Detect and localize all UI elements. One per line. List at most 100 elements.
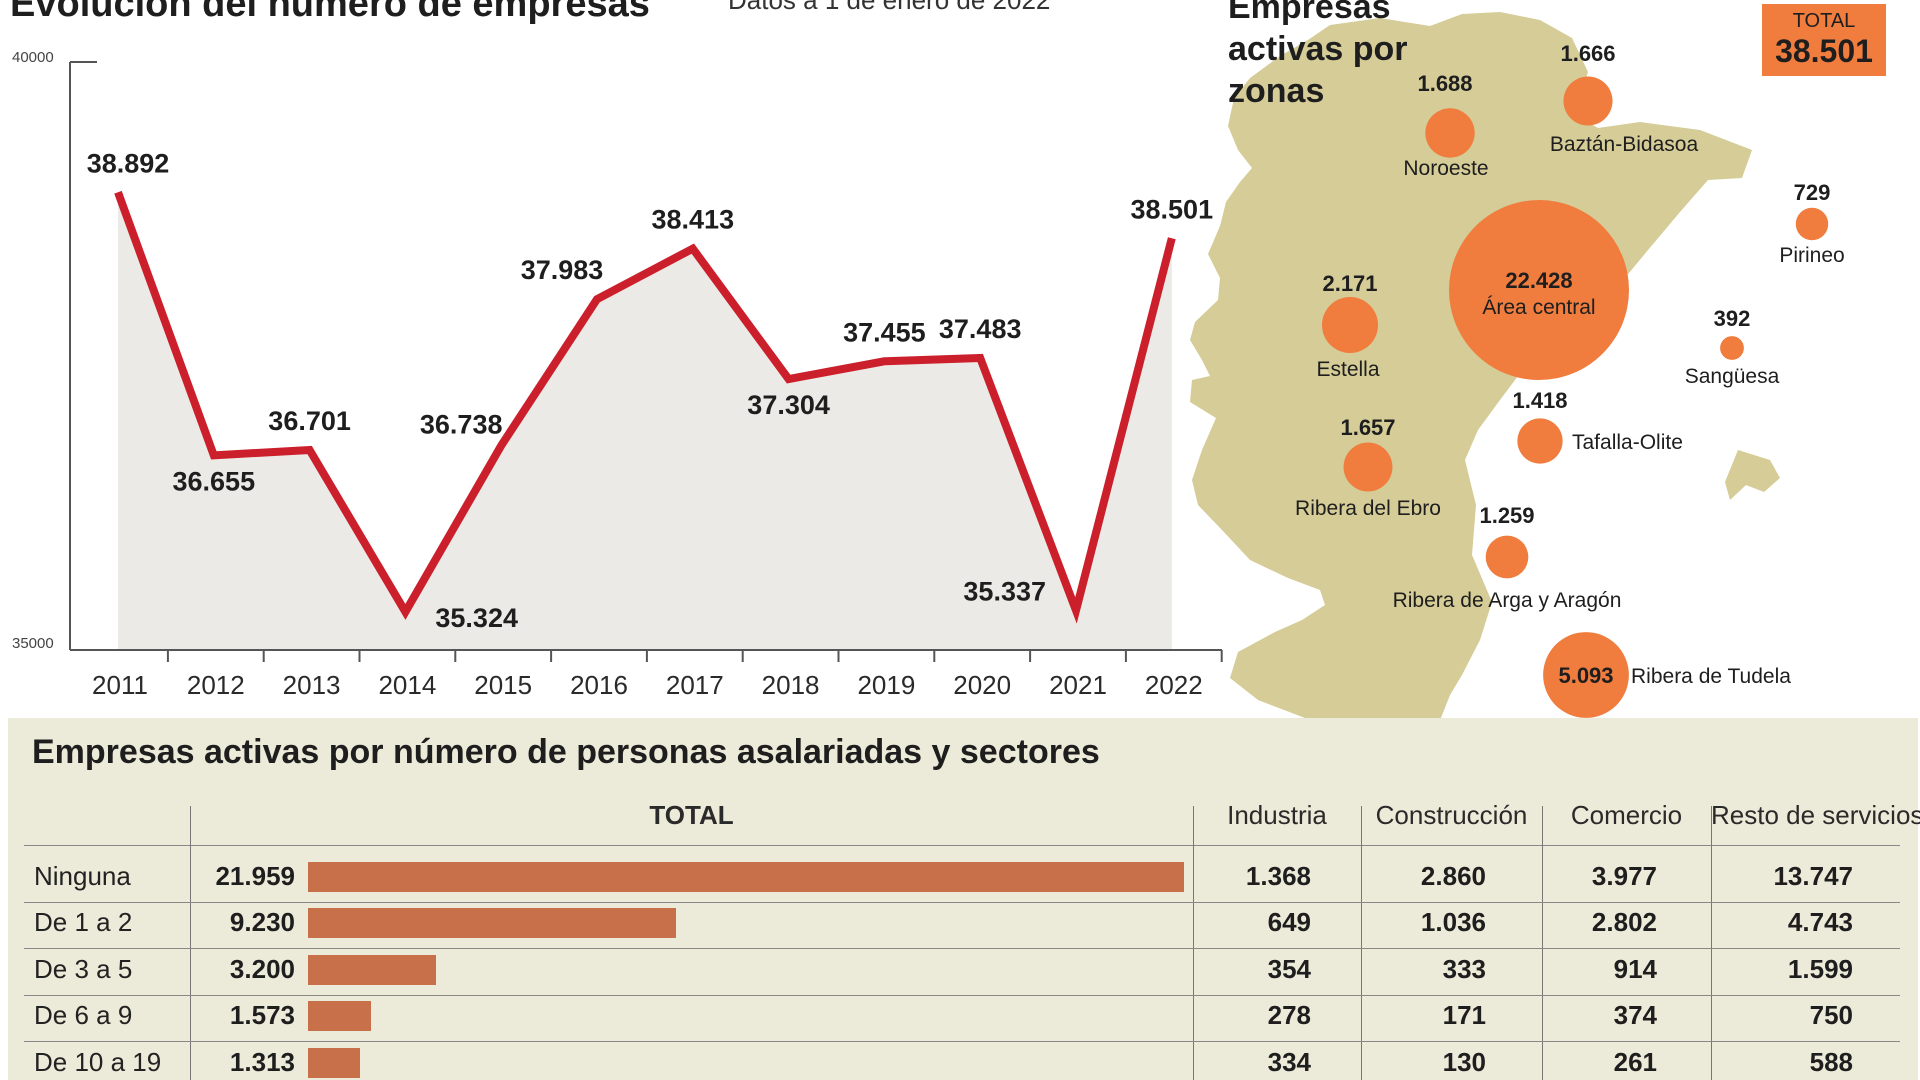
industria-cell: 354 [1267, 954, 1311, 984]
data-label: 37.455 [843, 317, 926, 347]
zone-bubble [1485, 535, 1529, 579]
x-tick-label: 2019 [857, 670, 915, 700]
construccion-cell: 2.860 [1420, 861, 1486, 891]
zone-name-label: Ribera de Tudela [1631, 665, 1791, 688]
table-col-divider [1193, 806, 1194, 1080]
x-tick-label: 2015 [474, 670, 532, 700]
x-tick-labels: 2011 2012 2013 2014 2015 2016 2017 2018 2019 2020… [92, 670, 1203, 700]
data-label: 38.501 [1131, 194, 1214, 224]
zone-value-label: 392 [1714, 306, 1751, 331]
table-title: Empresas activas por número de personas … [32, 733, 1100, 771]
resto-cell: 13.747 [1773, 861, 1853, 891]
total-bar [308, 1048, 361, 1078]
table-row-rule [24, 995, 1900, 996]
table-row-rule [24, 948, 1900, 949]
x-tick-label: 2020 [953, 670, 1011, 700]
zone-name-label: Ribera del Ebro [1295, 497, 1441, 520]
zones-map: 1.688 Noroeste 1.666 Baztán-Bidasoa 729 Pirin… [1190, 12, 1845, 720]
x-tick-label: 2016 [570, 670, 628, 700]
y-tick-label-min: 35000 [12, 635, 54, 652]
col-header-construccion: Construcción [1375, 800, 1528, 830]
row-label: Ninguna [34, 861, 131, 891]
zone-name-label: Área central [1482, 296, 1595, 319]
zone-name-label: Ribera de Arga y Aragón [1393, 589, 1622, 612]
total-label: TOTAL [1792, 10, 1856, 32]
data-label: 36.738 [420, 410, 503, 440]
total-cell: 1.313 [229, 1047, 295, 1077]
table-header-rule [24, 845, 1900, 846]
industria-cell: 1.368 [1245, 861, 1311, 891]
zone-bubble [1720, 336, 1744, 360]
x-tick-label: 2017 [666, 670, 724, 700]
industria-cell: 649 [1267, 907, 1311, 937]
comercio-cell: 3.977 [1591, 861, 1657, 891]
zone-value-label: 1.259 [1479, 503, 1534, 528]
table-row-rule [24, 902, 1900, 903]
construccion-cell: 333 [1442, 954, 1486, 984]
industria-cell: 278 [1267, 1000, 1311, 1030]
total-bar [308, 862, 1184, 892]
col-header-resto: Resto de servicios [1711, 800, 1920, 830]
zone-name-label: Estella [1316, 358, 1379, 381]
data-label: 38.892 [87, 148, 170, 178]
data-label: 38.413 [652, 205, 735, 235]
navarra-region-shape [1190, 12, 1752, 720]
zone-value-label: 22.428 [1505, 268, 1572, 293]
x-tick-label: 2022 [1145, 670, 1203, 700]
table-row-rule [24, 1041, 1900, 1042]
zone-name-label: Baztán-Bidasoa [1550, 133, 1699, 156]
col-header-total: TOTAL [649, 800, 734, 830]
table-col-divider [190, 806, 191, 1080]
zone-bubble [1795, 207, 1829, 241]
zone-value-label: 2.171 [1322, 271, 1377, 296]
zone-value-label: 729 [1794, 180, 1831, 205]
map-title: Empresas activas por zonas [1228, 0, 1408, 110]
total-cell: 21.959 [215, 861, 295, 891]
x-tick-label: 2011 [92, 670, 148, 700]
x-tick-label: 2013 [283, 670, 341, 700]
data-label: 35.337 [963, 576, 1046, 606]
chart-area-fill [118, 192, 1172, 651]
zone-value-label: 1.657 [1340, 415, 1395, 440]
data-label: 37.483 [939, 314, 1022, 344]
chart-subtitle: Datos a 1 de enero de 2022 [728, 0, 1051, 15]
zone-name-label: Tafalla-Olite [1572, 431, 1683, 454]
zone-value-label: 1.666 [1560, 41, 1615, 66]
col-header-comercio: Comercio [1570, 800, 1683, 830]
total-value: 38.501 [1775, 33, 1873, 69]
comercio-cell: 2.802 [1591, 907, 1657, 937]
zone-bubble [1343, 442, 1393, 492]
total-bar [308, 1001, 371, 1031]
resto-cell: 750 [1809, 1000, 1853, 1030]
zone-bubble [1321, 296, 1379, 354]
x-tick-label: 2012 [187, 670, 245, 700]
data-labels: 38.892 36.655 36.701 35.324 36.738 37.983 38.4… [87, 148, 1213, 633]
x-tick-label: 2018 [762, 670, 820, 700]
zone-bubble [1543, 632, 1629, 718]
x-tick-label: 2014 [378, 670, 436, 700]
total-cell: 1.573 [229, 1000, 295, 1030]
row-label: De 6 a 9 [34, 1000, 133, 1030]
zone-value-label: 1.688 [1417, 71, 1472, 96]
zone-bubbles: 1.688 Noroeste 1.666 Baztán-Bidasoa 729 Pirin… [1295, 41, 1845, 718]
data-label: 36.655 [173, 466, 256, 496]
total-bar [308, 955, 436, 985]
zone-name-label: Noroeste [1403, 157, 1488, 180]
x-tick-marks [166, 650, 1223, 662]
series-line [114, 190, 1176, 624]
row-label: De 3 a 5 [34, 954, 133, 984]
construccion-cell: 130 [1442, 1047, 1486, 1077]
comercio-cell: 261 [1613, 1047, 1657, 1077]
data-label: 37.983 [521, 255, 604, 285]
line-chart: 2011 2012 2013 2014 2015 2016 2017 2018 2019 2020… [12, 49, 1223, 700]
industria-cell: 334 [1267, 1047, 1311, 1077]
resto-cell: 1.599 [1787, 954, 1853, 984]
table-col-divider [1361, 806, 1362, 1080]
y-tick-label-max: 40000 [12, 49, 54, 66]
comercio-cell: 914 [1613, 954, 1657, 984]
table-col-divider [1542, 806, 1543, 1080]
zone-name-label: Sangüesa [1685, 365, 1780, 388]
table-col-divider [1711, 806, 1712, 1080]
comercio-cell: 374 [1613, 1000, 1657, 1030]
chart-title: Evolución del número de empresas [10, 0, 650, 25]
